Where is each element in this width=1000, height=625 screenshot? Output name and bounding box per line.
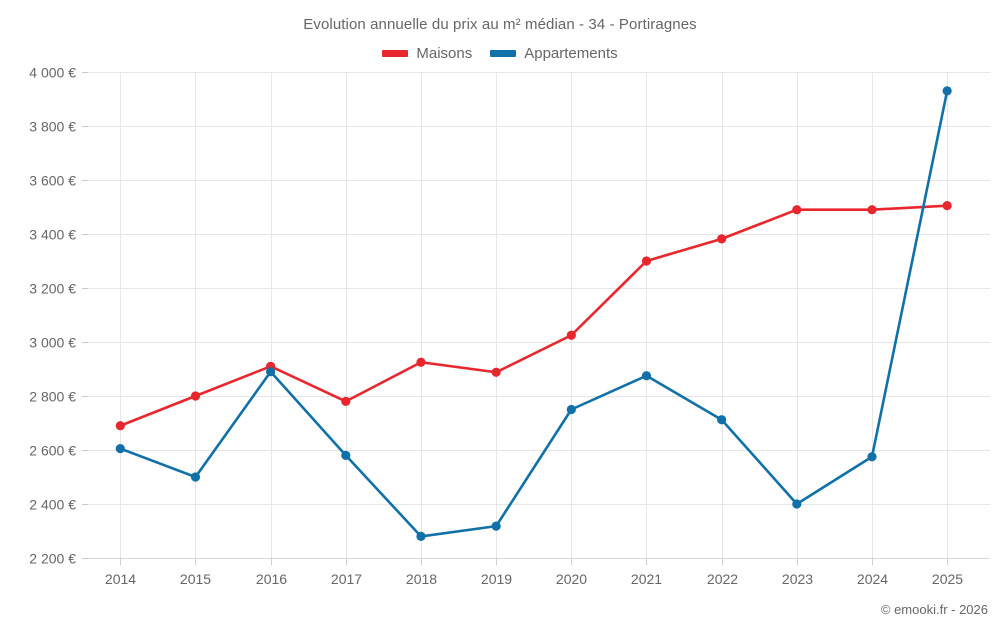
data-point-appartements-2014[interactable] [115, 444, 125, 454]
chart-legend: Maisons Appartements [0, 45, 1000, 62]
data-point-appartements-2017[interactable] [341, 450, 351, 460]
x-axis-tick-label: 2017 [331, 571, 362, 587]
data-point-maisons-2017[interactable] [341, 396, 351, 406]
x-axis-tick-label: 2016 [256, 571, 287, 587]
y-axis-tick-label: 2 200 € [29, 551, 76, 567]
y-axis-tick-label: 2 400 € [29, 497, 76, 513]
legend-swatch-appartements [490, 50, 517, 57]
x-axis-tick-label: 2020 [556, 571, 587, 587]
data-point-appartements-2023[interactable] [792, 499, 802, 509]
data-point-maisons-2021[interactable] [641, 256, 652, 266]
series-line-maisons [119, 204, 949, 428]
data-point-maisons-2019[interactable] [491, 367, 501, 377]
legend-label-appartements: Appartements [524, 45, 618, 62]
chart-credit: © emooki.fr - 2026 [880, 602, 988, 617]
legend-label-maisons: Maisons [416, 45, 473, 62]
x-axis-tick-label: 2025 [932, 571, 963, 587]
legend-swatch-maisons [382, 50, 409, 57]
data-point-appartements-2021[interactable] [641, 371, 652, 381]
x-axis-tick-label: 2021 [631, 571, 662, 587]
data-point-appartements-2020[interactable] [566, 404, 576, 415]
y-axis-tick-label: 3 000 € [29, 335, 76, 351]
y-axis-tick-label: 3 200 € [29, 281, 76, 297]
data-point-maisons-2015[interactable] [190, 391, 201, 401]
data-point-appartements-2018[interactable] [416, 531, 426, 542]
data-point-maisons-2018[interactable] [416, 357, 426, 367]
data-point-appartements-2022[interactable] [717, 415, 727, 425]
y-axis-tick-label: 3 400 € [29, 227, 76, 243]
data-point-maisons-2024[interactable] [867, 205, 877, 215]
data-point-appartements-2024[interactable] [867, 452, 877, 462]
x-axis-tick-label: 2022 [707, 571, 738, 587]
y-axis-tick-label: 3 600 € [29, 173, 76, 189]
series-line-appartements [119, 89, 949, 538]
data-point-appartements-2019[interactable] [491, 521, 501, 531]
data-point-appartements-2025[interactable] [942, 86, 952, 96]
x-axis-tick-label: 2023 [782, 571, 813, 587]
chart-title: Evolution annuelle du prix au m² médian … [303, 16, 697, 33]
data-point-appartements-2016[interactable] [266, 367, 276, 377]
x-axis-tick-label: 2018 [406, 571, 437, 587]
x-axis-tick-label: 2024 [857, 571, 888, 587]
x-axis-tick-label: 2015 [180, 571, 211, 587]
y-axis-tick-label: 2 600 € [29, 443, 76, 459]
data-point-maisons-2020[interactable] [566, 330, 576, 340]
data-point-maisons-2025[interactable] [942, 201, 952, 211]
legend-item-maisons[interactable]: Maisons [382, 45, 472, 62]
legend-item-appartements[interactable]: Appartements [490, 45, 618, 62]
data-point-maisons-2023[interactable] [792, 205, 802, 215]
y-axis-tick-label: 4 000 € [29, 65, 76, 81]
x-axis-tick-label: 2014 [105, 571, 136, 587]
x-axis-tick-label: 2019 [481, 571, 512, 587]
y-axis-tick-label: 3 800 € [29, 119, 76, 135]
data-point-appartements-2015[interactable] [190, 472, 201, 482]
y-axis-tick-label: 2 800 € [29, 389, 76, 405]
data-point-maisons-2022[interactable] [717, 234, 727, 244]
data-point-maisons-2014[interactable] [115, 421, 125, 431]
